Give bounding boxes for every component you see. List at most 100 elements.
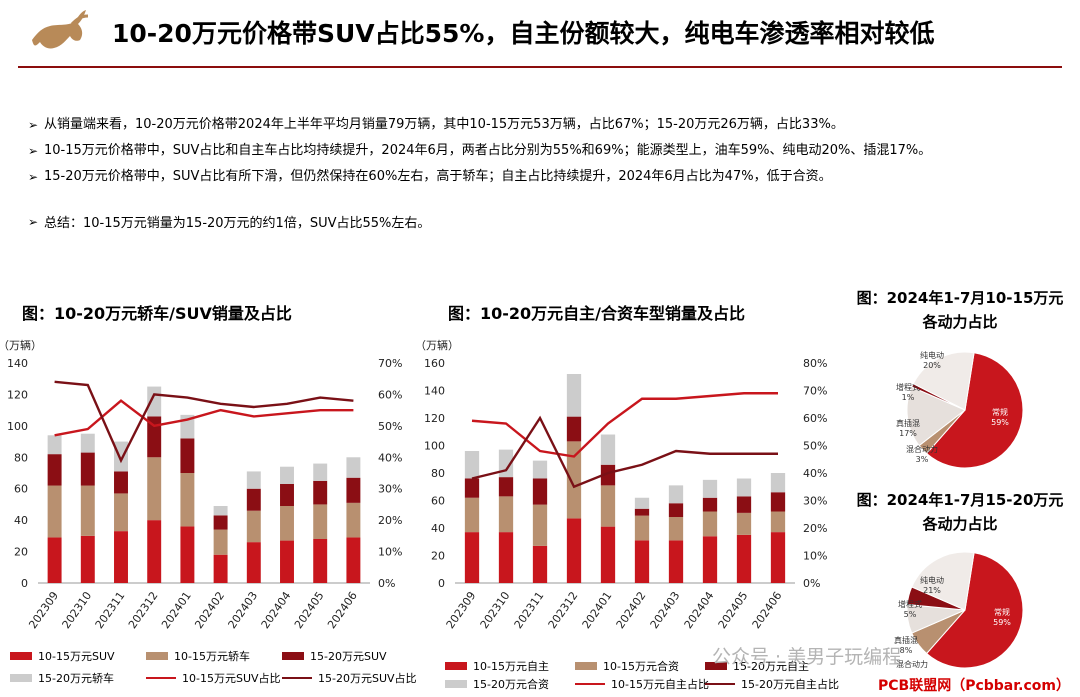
pie1-title: 图：2024年1-7月10-15万元 各动力占比: [840, 286, 1080, 334]
legend-swatch: [705, 662, 727, 670]
bar-segment: [600, 485, 616, 527]
legend-item: 10-15万元SUV占比: [146, 670, 281, 686]
bar-segment: [702, 511, 718, 537]
legend-label: 10-15万元SUV占比: [182, 672, 281, 685]
bar-segment: [213, 515, 228, 530]
bar-segment: [47, 454, 62, 486]
bar-segment: [147, 520, 162, 583]
y2-tick-label: 20%: [378, 514, 402, 527]
pie-slice-pct: 21%: [923, 586, 941, 595]
bar-segment: [180, 526, 195, 583]
bar-segment: [464, 532, 480, 583]
bar-segment: [464, 478, 480, 498]
bar-segment: [532, 545, 548, 583]
pie-slice-label: 常规: [994, 607, 1010, 617]
pie2-title-line1: 图：2024年1-7月15-20万元: [856, 491, 1064, 509]
legend-label: 15-20万元轿车: [38, 672, 114, 685]
legend-swatch: [445, 680, 467, 688]
bar-segment: [246, 542, 261, 583]
bar-segment: [736, 512, 752, 535]
bar-segment: [634, 508, 650, 516]
y-tick-label: 160: [424, 357, 445, 370]
bar-segment: [47, 485, 62, 538]
pie-slice-pct: 17%: [899, 429, 917, 438]
bar-segment: [346, 502, 361, 538]
y2-tick-label: 40%: [803, 467, 827, 480]
legend-swatch: [282, 652, 304, 660]
bar-segment: [114, 493, 128, 532]
y2-tick-label: 30%: [803, 495, 827, 508]
bullet-list: ➢ 从销量端来看，10-20万元价格带2024年上半年平均月销量79万辆，其中10…: [28, 112, 931, 190]
bar-segment: [246, 510, 261, 543]
watermark-text: 公众号 · 美男子玩编程: [712, 646, 902, 668]
pie-slice-pct: 20%: [923, 361, 941, 370]
legend-swatch: [575, 662, 597, 670]
x-tick-label: 202312: [546, 589, 581, 631]
y-tick-label: 0: [21, 577, 28, 590]
pie-slice: [911, 551, 975, 611]
bar-segment: [532, 460, 548, 479]
bar-segment: [346, 457, 361, 478]
y-tick-label: 60: [431, 495, 445, 508]
x-tick-label: 202310: [60, 589, 95, 631]
bar-segment: [532, 504, 548, 546]
bar-segment: [180, 438, 195, 473]
y2-tick-label: 60%: [378, 388, 402, 401]
legend-label: 10-15万元合资: [603, 660, 679, 673]
bar-segment: [702, 536, 718, 583]
pie-slice-label: 真插混: [896, 418, 920, 428]
summary-line: ➢ 总结：10-15万元销量为15-20万元的约1倍，SUV占比55%左右。: [28, 212, 431, 232]
legend-item: 10-15万元合资: [575, 658, 679, 674]
y-tick-label: 100: [424, 440, 445, 453]
bar-segment: [668, 485, 684, 504]
bar-segment: [702, 497, 718, 512]
pie-slice-pct: 8%: [900, 646, 913, 655]
pie-slice-label: 混合动力: [896, 659, 928, 669]
summary-text: 总结：10-15万元销量为15-20万元的约1倍，SUV占比55%左右。: [44, 216, 431, 231]
pie1-title-line2: 各动力占比: [922, 313, 998, 331]
x-tick-label: 202401: [159, 589, 194, 631]
x-tick-label: 202406: [325, 589, 360, 631]
bar-segment: [180, 473, 195, 527]
pie2-title: 图：2024年1-7月15-20万元 各动力占比: [840, 488, 1080, 536]
pie-slice: [925, 552, 1024, 669]
bullet-arrow-icon: ➢: [28, 170, 39, 184]
x-tick-label: 202402: [614, 589, 649, 631]
bar-segment: [736, 534, 752, 583]
bar-segment: [566, 416, 582, 442]
y-tick-label: 140: [7, 357, 28, 370]
legend-swatch: [10, 652, 32, 660]
bar-segment: [114, 471, 128, 494]
bar-segment: [213, 529, 228, 555]
bar-segment: [498, 477, 514, 497]
bar-segment: [736, 496, 752, 513]
legend-swatch: [705, 683, 735, 685]
legend-label: 10-15万元自主: [473, 660, 549, 673]
legend-label: 10-15万元自主占比: [611, 678, 709, 691]
bar-segment: [147, 457, 162, 521]
y-tick-label: 120: [424, 412, 445, 425]
pie2-title-line2: 各动力占比: [922, 515, 998, 533]
y-tick-label: 80: [14, 451, 28, 464]
y2-tick-label: 80%: [803, 357, 827, 370]
bar-segment: [736, 478, 752, 497]
bullet-item: ➢ 10-15万元价格带中，SUV占比和自主车占比均持续提升，2024年6月，两者…: [28, 138, 931, 164]
legend-item: 15-20万元自主: [705, 658, 809, 674]
page-title: 10-20万元价格带SUV占比55%，自主份额较大，纯电车渗透率相对较低: [112, 19, 935, 48]
bar-segment: [346, 477, 361, 503]
bar-segment: [634, 515, 650, 541]
x-tick-label: 202404: [682, 589, 717, 631]
chart2-domestic-jv: （万辆） 0 20 40 60 80 100 120 140 160 0% 10% 20% 30% 40% 5…: [415, 338, 827, 631]
bar-segment: [246, 471, 261, 489]
bar-segment: [114, 531, 128, 583]
bar-segment: [313, 463, 328, 481]
bar-segment: [770, 492, 786, 512]
bar-segment: [80, 485, 95, 536]
y2-tick-label: 0%: [378, 577, 395, 590]
bar-segment: [770, 511, 786, 533]
bar-segment: [600, 464, 616, 486]
bar-segment: [770, 473, 786, 493]
site-mark: PCB联盟网（Pcbbar.com）: [878, 678, 1070, 694]
bar-segment: [702, 479, 718, 498]
pie-slice-label: 纯电动: [920, 350, 944, 360]
